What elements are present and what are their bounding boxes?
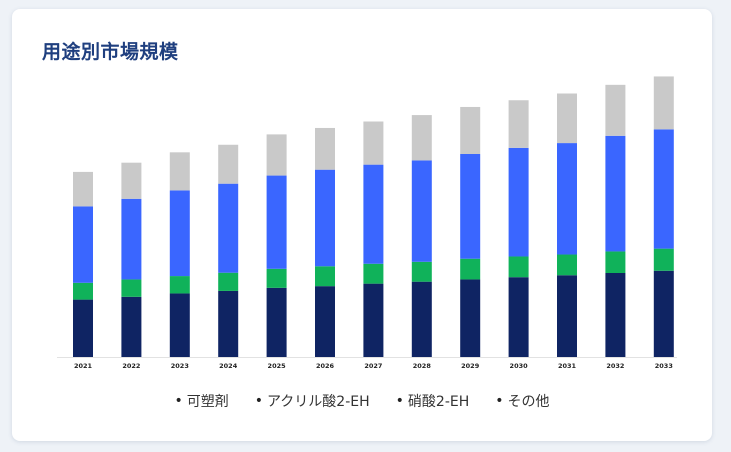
legend-item-other: • その他 [495, 391, 549, 411]
bar-segment-2030-s1 [508, 256, 529, 278]
bar-segment-2026-s0 [315, 286, 335, 357]
bar-segment-2030-s0 [508, 277, 529, 357]
bar-segment-2026-s3 [315, 127, 335, 170]
bar-segment-2029-s3 [460, 106, 481, 154]
bar-segment-2028-s2 [411, 160, 432, 262]
bar-segment-2025-s2 [266, 175, 287, 269]
legend-label: アクリル酸2-EH [267, 394, 370, 410]
bullet-icon: • [174, 393, 183, 409]
x-tick-label: 2026 [316, 362, 335, 370]
bullet-icon: • [495, 393, 504, 409]
bar-segment-2022-s0 [121, 296, 142, 357]
bar-segment-2031-s3 [557, 93, 577, 144]
bar-segment-2033-s2 [653, 129, 674, 249]
legend-item-2ehn: • 硝酸2-EH [396, 391, 470, 411]
x-tick-label: 2029 [461, 362, 480, 370]
x-tick-label: 2021 [74, 362, 93, 370]
bar-segment-2021-s2 [73, 206, 93, 283]
bar-segment-2029-s0 [460, 279, 481, 357]
legend-label: 可塑剤 [186, 394, 229, 410]
bar-segment-2023-s2 [169, 190, 190, 277]
bar-segment-2022-s2 [121, 198, 142, 280]
bar-segment-2022-s3 [121, 162, 142, 199]
x-tick-label: 2024 [219, 362, 238, 370]
x-tick-label: 2031 [558, 362, 577, 370]
bar-segment-2032-s1 [605, 251, 626, 273]
chart-legend: • 可塑剤 • アクリル酸2-EH • 硝酸2-EH • その他 [12, 391, 712, 411]
x-tick-label: 2030 [510, 362, 529, 370]
page-title: 用途別市場規模 [42, 41, 179, 63]
x-tick-label: 2032 [606, 362, 624, 370]
bar-segment-2024-s1 [218, 272, 239, 291]
bar-segment-2026-s1 [315, 266, 335, 287]
bar-segment-2026-s2 [315, 169, 335, 267]
bar-segment-2024-s3 [218, 144, 239, 184]
bar-segment-2028-s1 [411, 261, 432, 282]
stacked-bar-chart: 2021 2022 2023 2024 2025 2026 2027 2028 2029 2030… [57, 76, 677, 370]
bar-segment-2022-s1 [121, 279, 142, 297]
bar-segment-2023-s3 [169, 152, 190, 191]
bar-segment-2031-s2 [557, 143, 577, 255]
chart-card: 用途別市場規模 2021 2022 2023 2024 2025 2026 2027 2028… [12, 9, 712, 441]
bar-segment-2028-s3 [411, 115, 432, 161]
bar-segment-2024-s0 [218, 290, 239, 357]
bar-segment-2029-s1 [460, 258, 481, 280]
legend-label: 硝酸2-EH [407, 394, 470, 410]
bar-segment-2033-s3 [653, 76, 674, 130]
bar-segment-2033-s0 [653, 270, 674, 357]
legend-label: その他 [507, 394, 550, 410]
x-tick-label: 2023 [171, 362, 189, 370]
bar-segment-2027-s0 [363, 283, 384, 357]
x-tick-label: 2027 [364, 362, 382, 370]
bar-segment-2021-s3 [73, 171, 93, 207]
bar-segment-2023-s0 [169, 293, 190, 357]
x-tick-label: 2025 [268, 362, 287, 370]
bar-segment-2032-s3 [605, 84, 626, 136]
bar-segment-2027-s1 [363, 263, 384, 284]
x-tick-label: 2033 [655, 362, 673, 370]
bar-segment-2030-s3 [508, 100, 529, 148]
bullet-icon: • [254, 393, 263, 409]
bar-segment-2030-s2 [508, 147, 529, 257]
bar-segment-2031-s1 [557, 254, 577, 276]
bar-segment-2032-s0 [605, 273, 626, 357]
x-tick-label: 2028 [413, 362, 432, 370]
bar-segment-2032-s2 [605, 135, 626, 252]
bullet-icon: • [395, 393, 404, 409]
legend-item-plasticizer: • 可塑剤 [174, 391, 228, 411]
bar-segment-2021-s1 [73, 282, 93, 300]
bar-segment-2029-s2 [460, 154, 481, 259]
x-tick-label: 2022 [122, 362, 140, 370]
bar-segment-2027-s2 [363, 164, 384, 264]
bar-segment-2033-s1 [653, 248, 674, 271]
bar-segment-2031-s0 [557, 275, 577, 357]
bar-segment-2025-s3 [266, 134, 287, 176]
bar-segment-2023-s1 [169, 276, 190, 294]
bar-segment-2021-s0 [73, 299, 93, 357]
bar-segment-2028-s0 [411, 281, 432, 357]
bar-segment-2025-s1 [266, 268, 287, 288]
bar-segment-2024-s2 [218, 183, 239, 273]
bar-segment-2025-s0 [266, 287, 287, 357]
bar-segment-2027-s3 [363, 121, 384, 165]
legend-item-2eha: • アクリル酸2-EH [255, 391, 370, 411]
